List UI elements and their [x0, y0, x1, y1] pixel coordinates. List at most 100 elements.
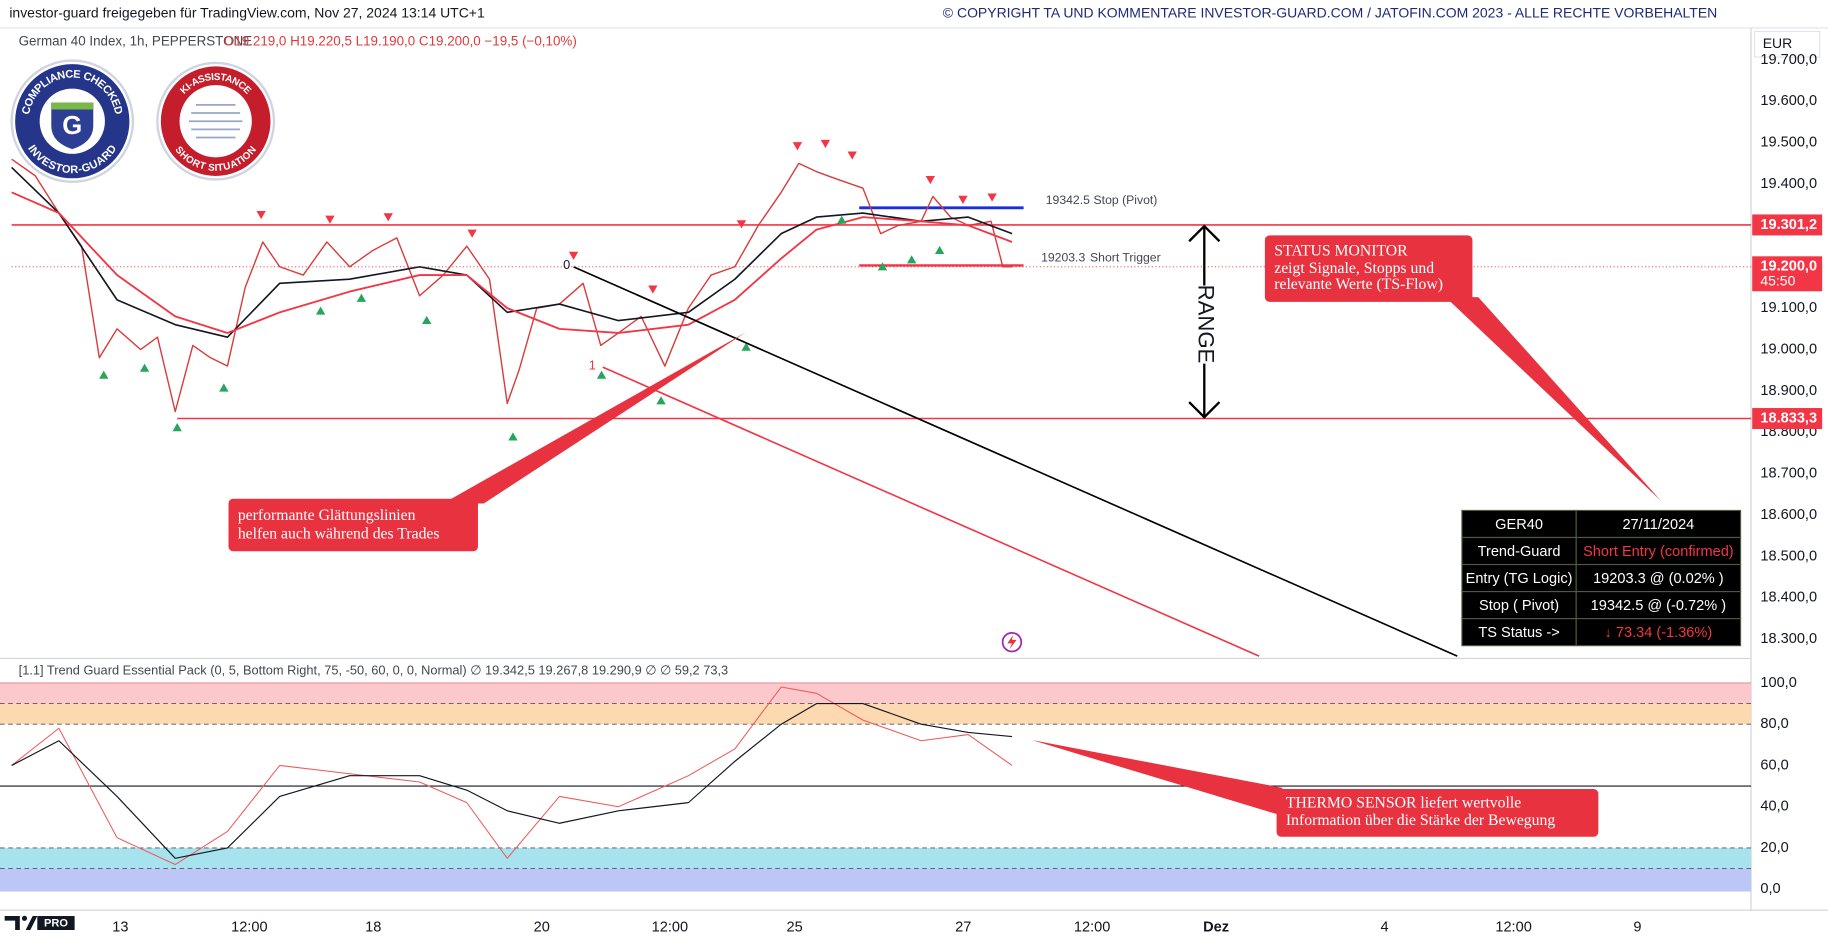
range-arrow: RANGE — [1188, 224, 1221, 419]
header-right: © COPYRIGHT TA UND KOMMENTARE INVESTOR-G… — [943, 5, 1717, 21]
table-text: GER40 — [1495, 517, 1543, 533]
zone — [0, 682, 1752, 704]
x-tick-label: 4 — [1381, 920, 1389, 936]
y-tick-label: 0,0 — [1760, 881, 1780, 897]
sell-signal — [325, 215, 335, 224]
series-line — [11, 686, 1013, 866]
level-badge — [1752, 408, 1823, 430]
tv-logo: PRO — [4, 915, 75, 931]
sell-signal — [958, 195, 968, 204]
buy-signal — [508, 432, 518, 441]
level-label: 19.301,2 — [1760, 217, 1817, 233]
series-line — [11, 191, 1013, 334]
sell-signal — [736, 220, 747, 229]
y-tick-label: 18.600,0 — [1760, 507, 1817, 523]
buy-signal — [934, 245, 945, 255]
callout-thermo: THERMO SENSOR liefert wertvolle Informat… — [1031, 740, 1599, 837]
symbol-legend: German 40 Index, 1h, PEPPERSTONE — [19, 34, 253, 49]
header-left: investor-guard freigegeben für TradingVi… — [9, 5, 485, 21]
table-text: 19203.3 @ (0.02% ) — [1593, 571, 1724, 587]
table-text: TS Status -> — [1478, 625, 1559, 641]
buy-signal — [139, 363, 150, 372]
logo-text: PRO — [44, 918, 68, 930]
table-text: Entry (TG Logic) — [1466, 571, 1573, 587]
buy-signal — [219, 383, 229, 392]
y-tick-label: 19.700,0 — [1760, 52, 1817, 68]
y-tick-label: 19.100,0 — [1760, 300, 1817, 316]
badge-compliance: G COMPLIANCE CHECKED INVESTOR-GUARD — [10, 59, 135, 183]
table-text: 19342.5 @ (-0.72% ) — [1591, 598, 1726, 614]
series-line — [11, 166, 1013, 338]
y-tick-label: 18.300,0 — [1760, 631, 1817, 647]
indicator-legend: [1.1] Trend Guard Essential Pack (0, 5, … — [19, 663, 729, 678]
callout-text: helfen auch während des Trades — [238, 526, 440, 543]
callout-status: STATUS MONITOR zeigt Signale, Stopps und… — [1264, 235, 1662, 502]
y-tick-label: 100,0 — [1760, 675, 1796, 691]
y-tick-label: 19.600,0 — [1760, 93, 1817, 109]
buy-signal — [877, 262, 888, 271]
trigger-text: Short Trigger — [1090, 251, 1161, 265]
table-cell — [1461, 536, 1577, 566]
wave-label: 0 — [563, 257, 570, 272]
sell-signal — [568, 251, 579, 260]
event-icon[interactable] — [1001, 631, 1023, 653]
buy-signal — [837, 215, 847, 224]
x-tick-label: 9 — [1633, 920, 1641, 936]
sell-signal — [648, 285, 658, 294]
table-cell — [1461, 563, 1577, 593]
event-icon-bolt — [1007, 635, 1017, 650]
currency[interactable]: EUR — [1763, 35, 1793, 51]
last-price-label: 19.200,0 — [1760, 259, 1817, 275]
callout-text: STATUS MONITOR — [1274, 242, 1408, 259]
last-price-badge — [1752, 256, 1823, 292]
y-tick-label: 18.900,0 — [1760, 383, 1817, 399]
x-tick-label: 13 — [112, 920, 128, 936]
x-tick-label: 12:00 — [231, 920, 267, 936]
svg-text:G: G — [62, 112, 82, 140]
y-tick-label: 40,0 — [1760, 799, 1788, 815]
badge-ki: KI-ASSISTANCE SHORT SITUATION — [156, 61, 276, 181]
status-table: GER40 27/11/2024 Trend-Guard Short Entry (c… — [1461, 509, 1742, 647]
buy-signal — [356, 293, 367, 302]
sell-signal — [847, 151, 857, 160]
wave-label: 1 — [589, 357, 596, 372]
buy-signal — [315, 306, 326, 315]
buy-signal — [172, 423, 182, 432]
trend-line — [573, 266, 1458, 657]
buy-signal — [596, 370, 607, 379]
callout-text: Information über die Stärke der Bewegung — [1286, 812, 1556, 829]
stop-text: Stop (Pivot) — [1094, 193, 1158, 207]
table-text: 27/11/2024 — [1622, 517, 1694, 533]
y-tick-label: 18.700,0 — [1760, 466, 1817, 482]
sell-signal — [925, 175, 935, 185]
y-tick-label: 18.400,0 — [1760, 590, 1817, 606]
table-cell — [1461, 509, 1577, 539]
table-cell — [1461, 590, 1577, 620]
x-tick-label: 12:00 — [1495, 920, 1531, 936]
sell-signal — [467, 229, 477, 238]
x-tick-label: Dez — [1203, 920, 1229, 936]
x-tick-label: 18 — [365, 920, 381, 936]
sell-signal — [820, 139, 831, 149]
table-cell — [1575, 509, 1742, 539]
x-tick-label: 12:00 — [652, 920, 688, 936]
buy-signal — [656, 396, 666, 405]
table-cell — [1575, 536, 1742, 566]
sell-signal — [256, 210, 266, 220]
countdown: 45:50 — [1760, 273, 1795, 289]
table-text: Trend-Guard — [1478, 544, 1561, 560]
table-cell — [1575, 618, 1742, 647]
series-line — [11, 702, 1013, 859]
level-label: 18.833,3 — [1760, 410, 1817, 426]
x-tick-label: 25 — [787, 920, 803, 936]
buy-signal — [99, 370, 109, 379]
currency-button[interactable] — [1753, 30, 1821, 58]
zone — [0, 703, 1752, 725]
stop-value: 19342.5 — [1046, 193, 1090, 207]
y-tick-label: 60,0 — [1760, 757, 1788, 773]
zone — [0, 847, 1752, 869]
table-text: Short Entry (confirmed) — [1583, 544, 1734, 560]
level-badge — [1752, 214, 1823, 236]
